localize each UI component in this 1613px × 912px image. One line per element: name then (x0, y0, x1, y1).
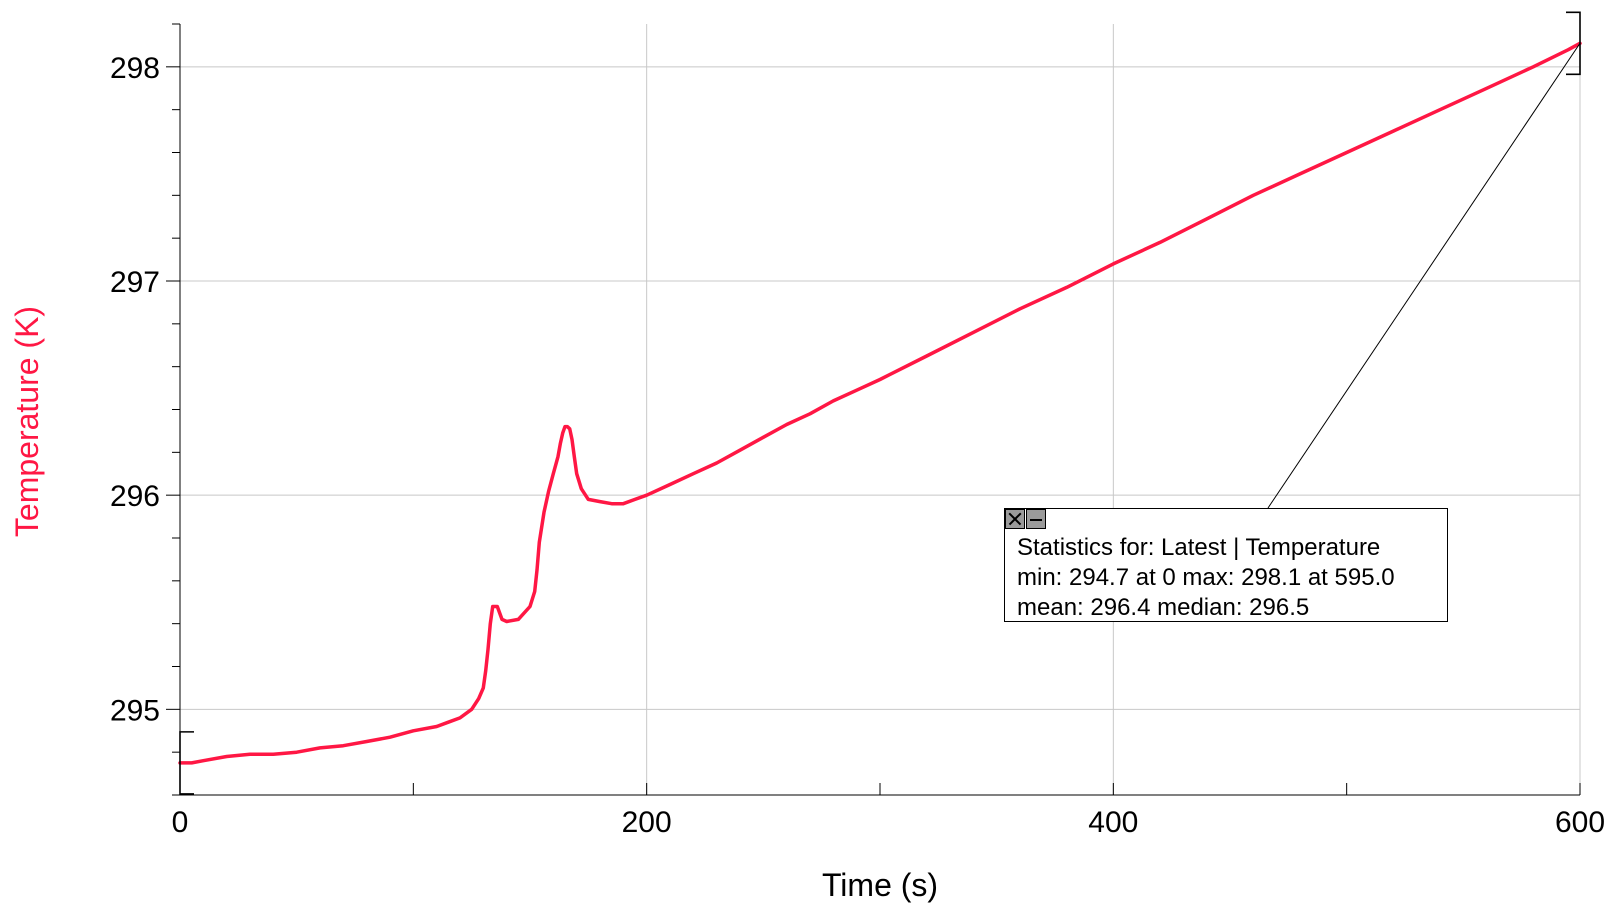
x-tick-label: 0 (172, 806, 189, 839)
stats-box-controls (1005, 509, 1047, 529)
range-start-bracket (179, 731, 194, 795)
grid (179, 24, 1581, 795)
series-layer (178, 41, 1582, 765)
x-tick-label: 200 (622, 806, 672, 839)
y-tick-labels: 295 296 297 298 (110, 52, 160, 727)
stats-line-mean-median: mean: 296.4 median: 296.5 (1017, 594, 1310, 621)
x-axis-title: Time (s) (822, 867, 938, 903)
statistics-box[interactable]: Statistics for: Latest | Temperature min… (1004, 508, 1448, 622)
y-tick-label: 295 (110, 694, 160, 727)
x-tick-label: 400 (1088, 806, 1138, 839)
axis-ticks (166, 23, 1581, 796)
y-tick-label: 297 (110, 266, 160, 299)
stats-line-minmax: min: 294.7 at 0 max: 298.1 at 595.0 (1017, 564, 1395, 591)
range-brackets[interactable] (179, 11, 1581, 795)
close-icon[interactable] (1005, 509, 1025, 529)
y-tick-label: 298 (110, 52, 160, 85)
stats-text: Statistics for: Latest | Temperature min… (1017, 533, 1395, 623)
stats-leader-line (1267, 42, 1581, 509)
x-tick-labels: 0 200 400 600 (172, 806, 1605, 839)
y-axis-title: Temperature (K) (9, 306, 45, 537)
plot-frame (179, 24, 1580, 796)
y-tick-label: 296 (110, 480, 160, 513)
temperature-series-line (178, 41, 1582, 765)
minimize-icon[interactable] (1026, 509, 1046, 529)
x-tick-label: 600 (1555, 806, 1605, 839)
stats-line-title: Statistics for: Latest | Temperature (1017, 534, 1381, 561)
